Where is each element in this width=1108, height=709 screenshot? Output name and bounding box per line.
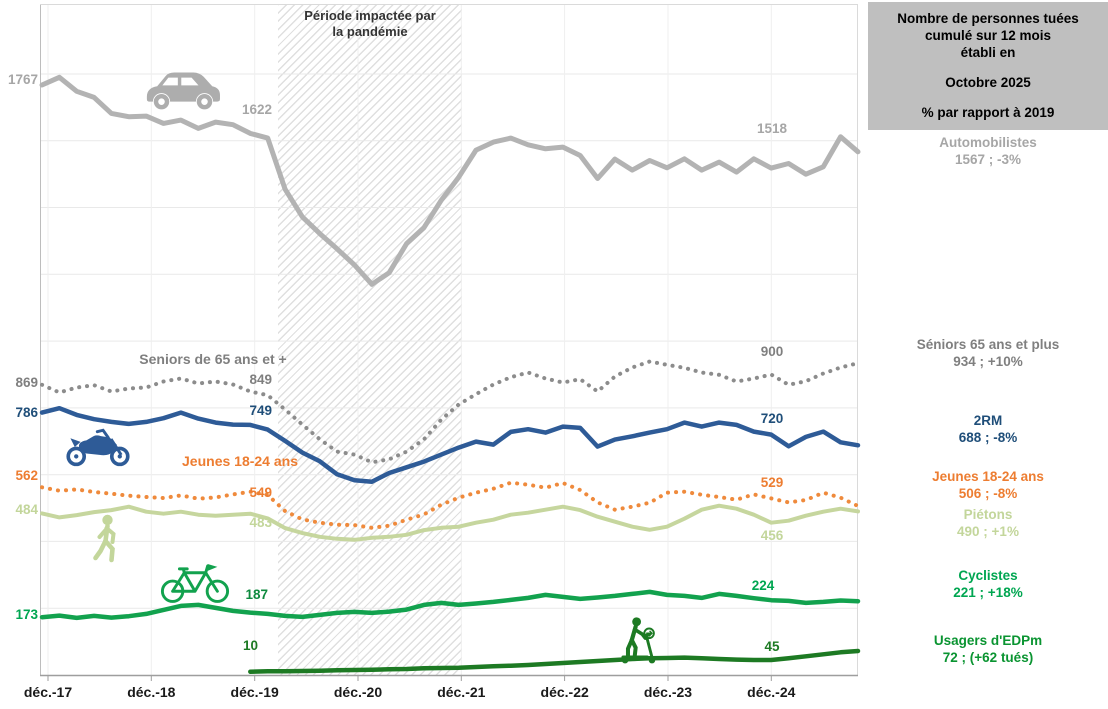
legend-value: 1567 ; -3% [954,152,1022,167]
legend-name: Jeunes 18-24 ans [932,469,1044,484]
legend-value: 506 ; -8% [958,486,1018,501]
legend-item-jeunes-18-24: Jeunes 18-24 ans 506 ; -8% [868,468,1108,502]
series-cyclistes-line [39,589,861,621]
pandemic-band-title-line2: la pandémie [332,24,408,39]
series-seniors-line [40,359,860,465]
pedestrian-icon [93,514,116,563]
x-axis: déc.-17 déc.-18 déc.-19 déc.-20 déc.-21 déc.-… [0,684,868,704]
x-axis-label-déc.-19: déc.-19 [230,684,279,700]
legend-item-edpm: Usagers d'EDPm 72 ; (+62 tués) [868,632,1108,666]
panel-date: Octobre 2025 [945,75,1031,90]
legend-name: Automobilistes [939,135,1037,150]
point-label-720: 720 [760,411,784,426]
legend-item-automobilistes: Automobilistes 1567 ; -3% [868,134,1108,168]
series-pietons-line [40,503,860,542]
legend-name: Cyclistes [958,568,1018,583]
point-label-224: 224 [751,578,775,593]
point-label-173: 173 [15,607,38,622]
panel-title-line3: établi en [960,45,1016,60]
legend-name: Usagers d'EDPm [933,633,1043,648]
point-label-1622: 1622 [241,102,272,117]
point-label-187: 187 [245,587,268,602]
series-edpm-line [248,648,861,674]
panel-header-box: Nombre de personnes tuées cumulé sur 12 … [868,2,1108,130]
legend-item-cyclistes: Cyclistes 221 ; +18% [868,567,1108,601]
point-label-1518: 1518 [756,121,788,136]
scooter-rider-icon [621,617,656,664]
point-label-786: 786 [15,405,38,420]
x-axis-label-déc.-21: déc.-21 [437,684,486,700]
point-label-484: 484 [15,502,38,517]
legend-item-seniors: Séniors 65 ans et plus 934 ; +10% [868,336,1108,370]
legend-value: 688 ; -8% [958,430,1018,445]
point-label-849: 849 [249,372,272,387]
bicycle-icon [160,564,230,603]
point-label-562: 562 [15,468,38,483]
point-label-456: 456 [760,528,784,543]
right-panel: Nombre de personnes tuées cumulé sur 12 … [868,0,1108,709]
x-axis-label-déc.-24: déc.-24 [747,684,796,700]
pandemic-band-title: Période impactée par la pandémie [304,8,436,40]
panel-title-line1: Nombre de personnes tuées [897,11,1079,26]
pandemic-band-title-line1: Période impactée par [304,8,436,23]
point-label-549: 549 [249,485,272,500]
series-label-seniors-de-65-ans-et-: Seniors de 65 ans et + [139,351,287,367]
x-axis-label-déc.-18: déc.-18 [127,684,176,700]
series-automobilistes-line [39,74,861,287]
legend-value: 72 ; (+62 tués) [942,650,1034,665]
point-label-869: 869 [15,375,38,390]
car-icon [146,72,220,110]
series-jeunes-18-24-line [40,480,860,530]
x-axis-label-déc.-22: déc.-22 [540,684,589,700]
point-label-749: 749 [249,403,272,418]
legend-name: 2RM [973,413,1003,428]
legend-value: 221 ; +18% [953,585,1023,600]
x-axis-label-déc.-17: déc.-17 [23,684,73,700]
x-axis-label-déc.-23: déc.-23 [643,684,693,700]
legend-name: Séniors 65 ans et plus [916,337,1060,352]
x-axis-label-déc.-20: déc.-20 [333,684,383,700]
pandemic-hatched-band [278,4,462,675]
point-label-483: 483 [249,515,272,530]
legend-item-2rm: 2RM 688 ; -8% [868,412,1108,446]
series-2rm-line [39,405,861,484]
point-label-45: 45 [764,639,780,654]
legend-value: 490 ; +1% [957,524,1019,539]
point-label-1767: 1767 [7,72,38,87]
legend-name: Piétons [963,507,1013,522]
legend-value: 934 ; +10% [953,354,1023,369]
panel-title-line2: cumulé sur 12 mois [924,28,1052,43]
point-label-529: 529 [760,475,784,490]
series-label-jeunes-18-24-ans: Jeunes 18-24 ans [182,453,298,469]
legend-item-pietons: Piétons 490 ; +1% [868,506,1108,540]
motorcycle-icon [66,428,130,467]
panel-note: % par rapport à 2019 [921,105,1055,120]
point-label-900: 900 [760,344,784,359]
point-label-10: 10 [242,638,258,653]
